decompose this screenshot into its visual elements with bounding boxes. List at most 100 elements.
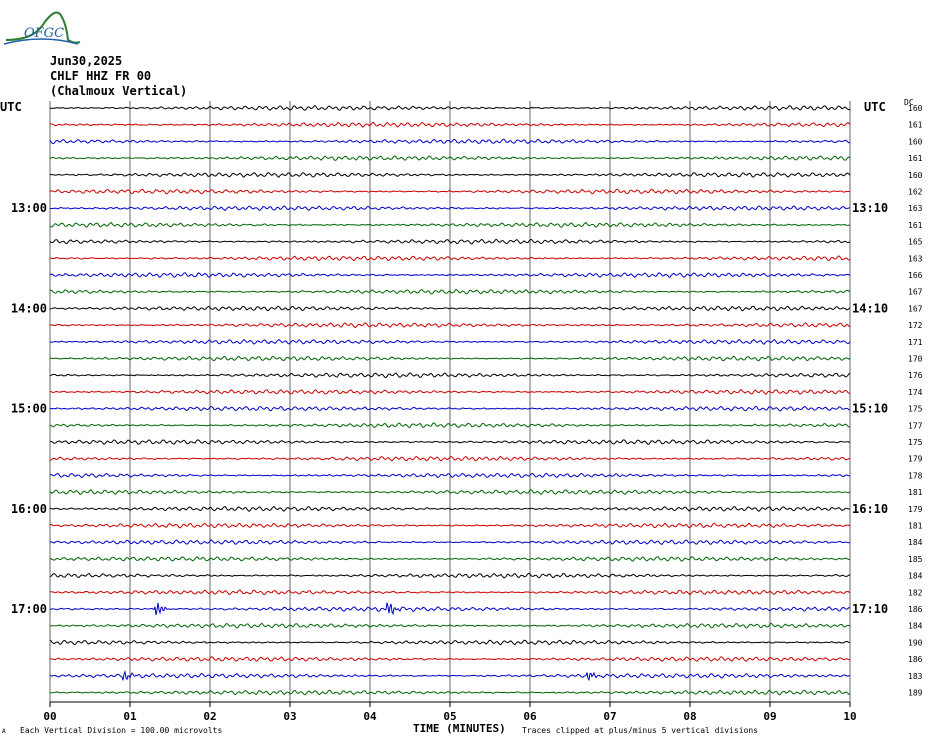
dc-offset-32: 184	[908, 622, 923, 631]
logo-swoosh-icon	[3, 38, 79, 45]
dc-offset-28: 185	[908, 555, 923, 564]
trace-33	[49, 639, 851, 646]
dc-offset-30: 182	[908, 588, 923, 597]
dc-label: DC	[904, 98, 914, 107]
trace-19	[49, 405, 851, 412]
dc-offset-5: 160	[908, 171, 923, 180]
trace-35	[49, 669, 851, 682]
header-date: Jun30,2025	[50, 54, 123, 68]
trace-12	[49, 288, 851, 295]
dc-offset-34: 186	[908, 655, 923, 664]
trace-2	[49, 121, 851, 128]
trace-22	[49, 455, 851, 462]
hour-label-left-14:00: 14:00	[11, 301, 47, 315]
trace-34	[49, 656, 851, 663]
ofgc-logo	[3, 11, 81, 45]
trace-32	[49, 622, 851, 629]
trace-36	[49, 689, 851, 696]
x-tick-label-04: 04	[363, 710, 377, 723]
dc-offset-23: 178	[908, 471, 923, 480]
x-tick-label-10: 10	[843, 710, 856, 723]
trace-17	[49, 372, 851, 379]
trace-29	[49, 572, 851, 579]
x-tick-label-05: 05	[443, 710, 456, 723]
trace-layer	[49, 105, 851, 696]
x-tick-label-00: 00	[43, 710, 56, 723]
trace-16	[49, 355, 851, 362]
clip-note: Traces clipped at plus/minus 5 vertical …	[522, 726, 759, 735]
dc-offset-25: 179	[908, 505, 923, 514]
x-tick-label-06: 06	[523, 710, 537, 723]
dc-offset-3: 160	[908, 137, 923, 146]
trace-15	[49, 338, 851, 345]
hour-label-left-16:00: 16:00	[11, 502, 47, 516]
dc-offset-9: 165	[908, 238, 923, 247]
hour-label-right-13:10: 13:10	[852, 201, 888, 215]
dc-offset-6: 162	[908, 188, 923, 197]
trace-13	[49, 305, 851, 312]
hour-label-left-13:00: 13:00	[11, 201, 47, 215]
hour-label-right-14:10: 14:10	[852, 301, 888, 315]
x-axis-title: TIME (MINUTES)	[413, 722, 506, 735]
trace-4	[49, 155, 851, 161]
trace-14	[49, 322, 851, 328]
dc-offset-26: 181	[908, 522, 923, 531]
trace-18	[49, 388, 851, 395]
x-tick-label-02: 02	[203, 710, 216, 723]
trace-21	[49, 439, 851, 445]
trace-6	[49, 188, 851, 195]
dc-offset-14: 172	[908, 321, 923, 330]
trace-27	[49, 539, 851, 546]
dc-offset-18: 174	[908, 388, 923, 397]
trace-31	[49, 602, 851, 616]
header-station: CHLF HHZ FR 00	[50, 69, 152, 83]
trace-25	[49, 505, 851, 512]
dc-offset-8: 161	[908, 221, 923, 230]
dc-offset-35: 183	[908, 672, 923, 681]
trace-11	[49, 272, 851, 279]
trace-3	[49, 138, 851, 145]
dc-offset-16: 170	[908, 355, 923, 364]
trace-7	[49, 205, 851, 212]
dc-offset-36: 189	[908, 689, 923, 698]
trace-5	[49, 172, 851, 178]
dc-offset-10: 163	[908, 254, 923, 263]
x-tick-label-03: 03	[283, 710, 296, 723]
dc-offset-27: 184	[908, 538, 923, 547]
x-tick-label-01: 01	[123, 710, 137, 723]
x-tick-label-08: 08	[683, 710, 696, 723]
grid-layer	[49, 101, 851, 707]
dc-offset-4: 161	[908, 154, 923, 163]
dc-offset-2: 161	[908, 121, 923, 130]
dc-offset-7: 163	[908, 204, 923, 213]
trace-24	[49, 489, 851, 496]
trace-1	[49, 105, 851, 111]
dc-offset-12: 167	[908, 288, 923, 297]
trace-20	[49, 422, 851, 429]
label-layer: 00 01 02 03 04 05 06 07 08 09 10 160 161 160 161 160 162…	[11, 104, 923, 723]
hour-label-left-17:00: 17:00	[11, 602, 47, 616]
utc-left-label: UTC	[0, 100, 22, 114]
header-location: (Chalmoux Vertical)	[50, 84, 188, 98]
trace-8	[49, 221, 851, 228]
dc-offset-31: 186	[908, 605, 923, 614]
hour-label-left-15:00: 15:00	[11, 402, 47, 416]
dc-offset-33: 190	[908, 638, 923, 647]
logo-text: OFGC	[24, 26, 65, 41]
x-tick-label-09: 09	[763, 710, 776, 723]
dc-offset-13: 167	[908, 304, 923, 313]
dc-offset-21: 175	[908, 438, 923, 447]
dc-offset-19: 175	[908, 405, 923, 414]
trace-9	[49, 238, 851, 245]
scale-note: Each Vertical Division = 100.00 microvol…	[20, 726, 223, 735]
dc-offset-29: 184	[908, 572, 923, 581]
dc-offset-22: 179	[908, 455, 923, 464]
x-tick-label-07: 07	[603, 710, 616, 723]
hour-label-right-16:10: 16:10	[852, 502, 888, 516]
trace-23	[49, 472, 851, 479]
dc-offset-20: 177	[908, 421, 923, 430]
trace-26	[49, 522, 851, 529]
dc-offset-11: 166	[908, 271, 923, 280]
corner-mark: A	[2, 728, 6, 735]
